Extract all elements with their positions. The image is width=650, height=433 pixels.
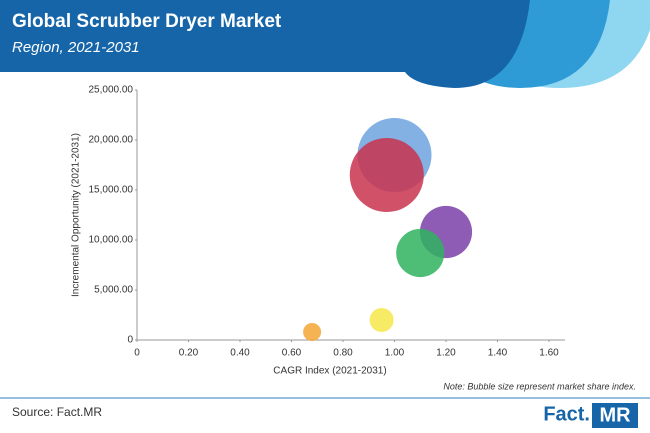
bubble [349, 137, 424, 213]
x-tick-label: 0.80 [333, 348, 353, 359]
y-tick-label: 5,000.00 [94, 285, 133, 296]
x-tick-label: 1.40 [488, 348, 508, 359]
x-tick-label: 0.60 [282, 348, 302, 359]
chart-subtitle: Region, 2021-2031 [12, 39, 140, 56]
x-tick-label: 0.20 [179, 348, 199, 359]
x-axis-title: CAGR Index (2021-2031) [273, 366, 386, 377]
y-tick-label: 20,000.00 [89, 135, 134, 146]
brand-left: Fact. [543, 403, 590, 425]
brand-box [592, 403, 638, 428]
bubble [396, 228, 445, 278]
y-tick-label: 15,000.00 [89, 185, 134, 196]
x-tick-label: 1.60 [539, 348, 559, 359]
x-tick-label: 1.20 [436, 348, 456, 359]
bubble [369, 308, 394, 332]
y-tick-label: 0 [127, 335, 133, 346]
note: Note: Bubble size represent market share… [443, 381, 636, 391]
chart-title: Global Scrubber Dryer Market [12, 11, 282, 32]
x-tick-label: 1.00 [385, 348, 405, 359]
brand-right: MR [599, 404, 631, 426]
x-tick-label: 0 [134, 348, 140, 359]
bubble [303, 323, 322, 341]
y-tick-label: 25,000.00 [89, 85, 134, 96]
x-tick-label: 0.40 [230, 348, 250, 359]
y-axis-title: Incremental Opportunity (2021-2031) [71, 133, 82, 297]
source: Source: Fact.MR [12, 405, 102, 419]
header-band [0, 0, 530, 88]
y-tick-label: 10,000.00 [89, 235, 134, 246]
